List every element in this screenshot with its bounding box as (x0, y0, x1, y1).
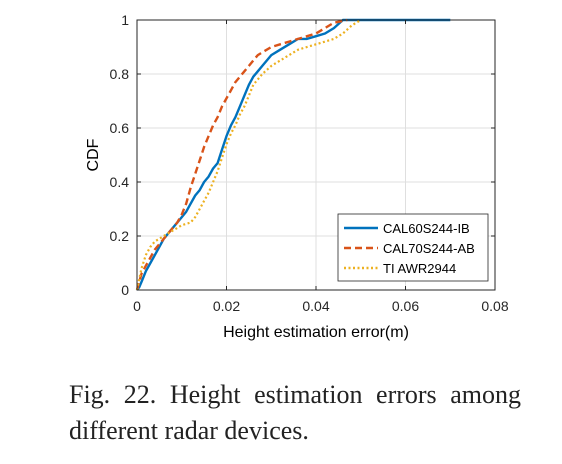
legend-label: CAL60S244-IB (383, 221, 470, 236)
figure-caption: Fig. 22. Height estimation errors among … (69, 380, 521, 445)
x-tick-label: 0.02 (213, 298, 240, 314)
cdf-chart: 0 0.02 0.04 0.06 0.08 0 0.2 0.4 0.6 0.8 1 Height es… (85, 12, 509, 341)
y-tick-label: 0.4 (110, 174, 130, 190)
x-axis-label: Height estimation error(m) (223, 324, 409, 341)
legend-label: TI AWR2944 (383, 261, 456, 276)
y-tick-label: 0.2 (110, 228, 130, 244)
x-tick-label: 0 (133, 298, 141, 314)
x-tick-label: 0.08 (481, 298, 508, 314)
y-tick-label: 0.8 (110, 66, 130, 82)
y-tick-label: 0.6 (110, 120, 130, 136)
x-tick-label: 0.06 (392, 298, 419, 314)
legend-label: CAL70S244-AB (383, 241, 475, 256)
series-line (135, 19, 362, 291)
legend-box (337, 213, 489, 282)
y-tick-label: 1 (121, 12, 129, 28)
y-axis-label: CDF (85, 138, 102, 171)
x-tick-label: 0.04 (302, 298, 329, 314)
series-line (135, 18, 348, 291)
y-tick-label: 0 (121, 282, 129, 298)
